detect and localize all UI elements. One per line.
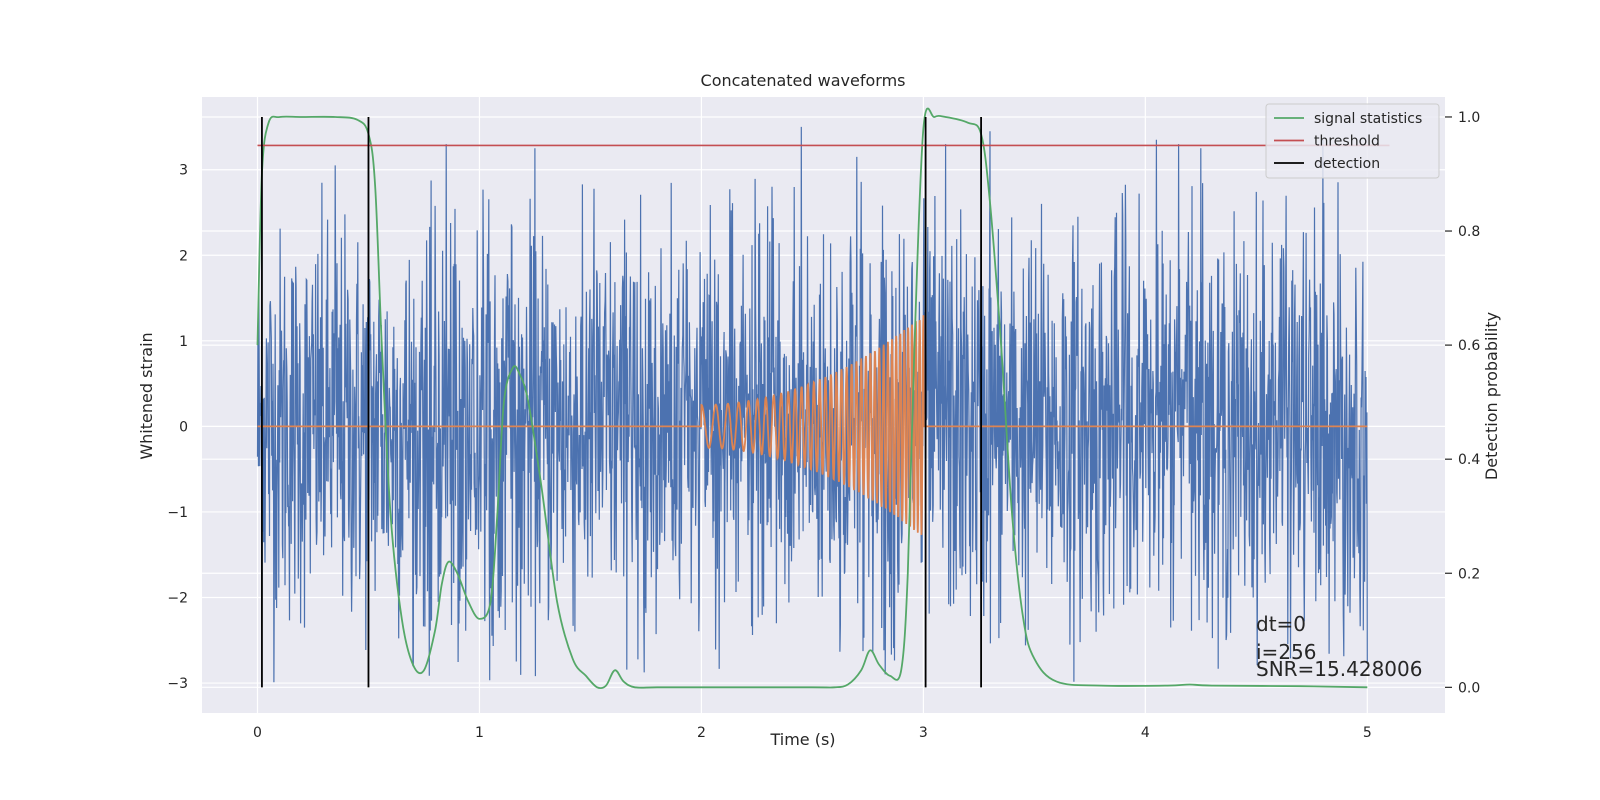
strain-line: [256, 126, 1368, 683]
x-tick-label: 0: [253, 725, 262, 741]
y-tick-label: −2: [167, 591, 188, 607]
annotation-text: i=256: [1256, 640, 1317, 664]
y-tick-label: 2: [179, 248, 188, 264]
annotation-text: SNR=15.428006: [1256, 657, 1422, 681]
chart-title: Concatenated waveforms: [701, 71, 906, 90]
x-tick-label: 4: [1141, 725, 1150, 741]
legend-label: signal statistics: [1314, 111, 1422, 127]
whitened-strain-series: [256, 126, 1368, 683]
y-tick-label: −3: [167, 676, 188, 692]
x-tick-label: 5: [1363, 725, 1372, 741]
y-tick-label: −1: [167, 505, 188, 521]
injected-signal-line: [257, 315, 1368, 535]
x-tick-label: 1: [475, 725, 484, 741]
y2-tick-label: 0.8: [1458, 224, 1480, 240]
y2-axis-label: Detection probability: [1482, 312, 1501, 480]
annotation-text: dt=0: [1256, 612, 1306, 636]
y-tick-label: 3: [179, 163, 188, 179]
x-tick-label: 3: [919, 725, 928, 741]
y-tick-label: 1: [179, 334, 188, 350]
y-tick-label: 0: [179, 419, 188, 435]
y-axis: −3 −2 −1 0 1 2 3: [167, 163, 188, 692]
signal-statistics-line: [256, 107, 1368, 690]
legend-label: threshold: [1314, 134, 1380, 150]
injected-signal-series: [257, 315, 1368, 535]
y2-tick-label: 0.4: [1458, 452, 1480, 468]
legend-label: detection: [1314, 156, 1380, 172]
y2-axis: 0.0 0.2 0.4 0.6 0.8 1.0: [1445, 110, 1480, 696]
x-axis-label: Time (s): [769, 730, 835, 749]
x-axis: 0 1 2 3 4 5: [253, 725, 1372, 741]
y2-tick-label: 0.6: [1458, 338, 1480, 354]
plot-contents: [256, 107, 1390, 690]
y2-tick-label: 1.0: [1458, 110, 1480, 126]
y2-tick-label: 0.0: [1458, 680, 1480, 696]
y2-tick-label: 0.2: [1458, 566, 1480, 582]
legend: signal statistics threshold detection: [1265, 103, 1440, 179]
legend-box: [1265, 103, 1440, 179]
x-tick-label: 2: [697, 725, 706, 741]
y-axis-label: Whitened strain: [137, 332, 156, 459]
signal-statistics-series: [256, 107, 1368, 690]
detection-series: [261, 116, 982, 688]
